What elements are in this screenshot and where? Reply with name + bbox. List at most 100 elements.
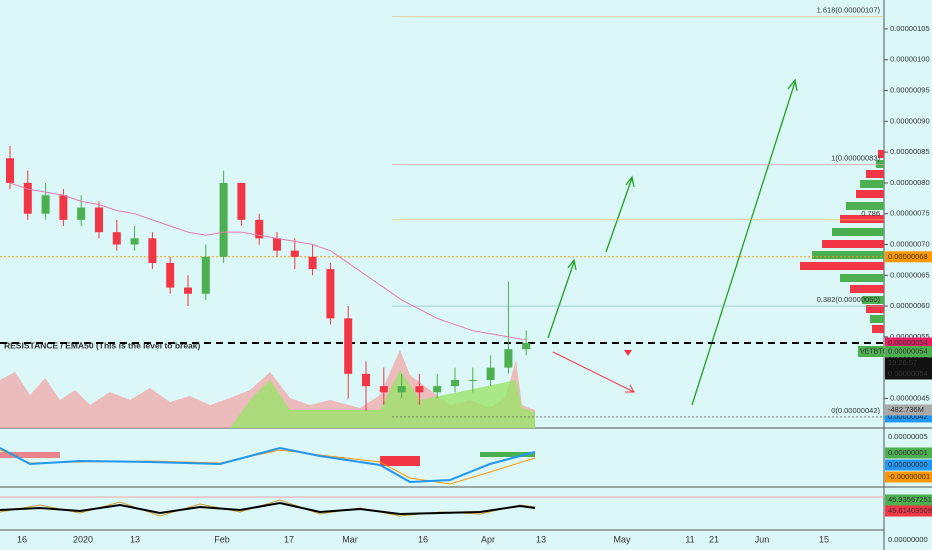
countdown: 19:26:57	[888, 358, 917, 367]
y-tick-label: 0.00000095	[890, 86, 930, 95]
candle-body	[344, 318, 353, 374]
fib-label: 0(0.00000042)	[831, 406, 880, 415]
x-tick-label: Jun	[755, 534, 770, 544]
macd-label-bg	[885, 459, 932, 471]
candle-body	[415, 386, 424, 393]
fib-label: 0.786	[861, 209, 880, 218]
candle-body	[451, 379, 459, 387]
ema-line	[9, 182, 527, 341]
volume-area	[230, 370, 535, 428]
down-marker	[624, 350, 632, 356]
candle-body	[6, 158, 14, 183]
x-tick-label: 13	[536, 534, 546, 544]
candle-body	[184, 287, 192, 294]
y-tick-label: 0.00000060	[890, 301, 930, 310]
x-tick-label: 13	[130, 534, 140, 544]
candle-body	[166, 262, 175, 288]
candle-body	[201, 256, 210, 294]
macd-label: 0.00000001	[888, 448, 928, 457]
symbol-tag: VETBTC	[860, 348, 888, 355]
symbol-tag-bg	[858, 346, 884, 357]
candle-body	[23, 182, 32, 214]
candle-body	[148, 238, 157, 263]
resistance-label: RESISTANCE / EMA50 (This is the level to…	[4, 340, 201, 350]
candle-body	[237, 182, 246, 220]
macd-label: 0.00000000	[888, 460, 928, 469]
x-tick-label: 2020	[73, 534, 93, 544]
forecast-arrow	[547, 78, 798, 406]
y-tick-label: 0.00000055	[890, 332, 930, 341]
macd-label: 0.00000005	[888, 432, 928, 441]
rsi-label: 45.93567251	[888, 495, 932, 504]
macd-label-bg	[885, 447, 932, 459]
candle-body	[41, 195, 50, 214]
candle-body	[290, 250, 299, 257]
y-tick-label: 0.00000070	[890, 239, 930, 248]
volume-badge: -482.736M	[888, 405, 924, 414]
rsi-label-bg	[885, 505, 932, 517]
y-tick-label: 0.00000105	[890, 24, 930, 33]
rsi-label: 45.61403509	[888, 506, 932, 515]
fib-label: 1.618(0.00000107)	[817, 6, 881, 15]
y-tick-label: 0.00000100	[890, 55, 930, 64]
x-tick-label: Apr	[481, 534, 495, 544]
price-badge-bg	[885, 411, 932, 423]
x-tick-label: 11	[685, 534, 694, 544]
candle-body	[255, 219, 264, 239]
y-tick-label: 0.00000045	[890, 393, 930, 402]
price-badge-bg	[885, 337, 932, 349]
x-tick-label: 15	[819, 534, 829, 544]
candle-body	[308, 256, 317, 270]
candle-body	[130, 238, 139, 245]
volume-profile	[800, 150, 884, 333]
x-tick-label: Mar	[342, 534, 358, 544]
volume-badge-bg	[885, 404, 932, 416]
y-tick-label: 0.00000065	[890, 270, 930, 279]
candle-body	[379, 386, 388, 393]
candle-body	[273, 238, 281, 251]
candle-body	[504, 349, 513, 368]
x-tick-label: 16	[418, 534, 428, 544]
x-tick-label: 21	[709, 534, 719, 544]
candle-body	[522, 343, 531, 350]
symbol-badge: 0.00000054	[888, 346, 928, 355]
price-badge: 0.00000042	[888, 412, 928, 421]
price-badge-bg	[885, 251, 932, 263]
rsi-label: 0.00000000	[888, 535, 928, 544]
y-tick-label: 0.00000090	[890, 116, 930, 125]
symbol-badge-bg	[885, 346, 932, 357]
rsi-indicator	[0, 496, 884, 517]
countdown-price-bg	[885, 368, 932, 380]
candle-body	[95, 207, 103, 233]
forecast-arrow	[552, 351, 635, 393]
fib-label: 0.382(0.00000060)	[817, 295, 881, 304]
x-tick-label: Feb	[214, 534, 230, 544]
fib-label: 1(0.00000083)	[831, 153, 880, 162]
candle-body	[468, 379, 477, 381]
candle-body	[59, 195, 68, 220]
x-tick-label: 16	[17, 534, 27, 544]
countdown-bg	[885, 357, 932, 369]
y-tick-label: 0.00000080	[890, 178, 930, 187]
candle-body	[433, 386, 442, 393]
candle-body	[77, 207, 86, 220]
price-badge: 0.00000068	[888, 252, 928, 261]
candle-body	[362, 373, 370, 387]
y-tick-label: 0.00000075	[890, 209, 930, 218]
macd-label-bg	[885, 471, 932, 483]
candle-body	[486, 367, 495, 380]
price-badge: 0.00000054	[888, 338, 928, 347]
candle-body	[112, 232, 121, 245]
x-tick-label: 17	[284, 534, 294, 544]
y-tick-label: 0.00000085	[890, 147, 930, 156]
macd-indicator	[0, 446, 536, 485]
candle-body	[219, 182, 228, 257]
candle-body	[326, 269, 335, 319]
rsi-label-bg	[885, 494, 932, 506]
x-tick-label: May	[613, 534, 631, 544]
candle-body	[397, 386, 406, 393]
volume-profile	[812, 160, 884, 323]
countdown-price: 0.00000054	[888, 369, 928, 378]
